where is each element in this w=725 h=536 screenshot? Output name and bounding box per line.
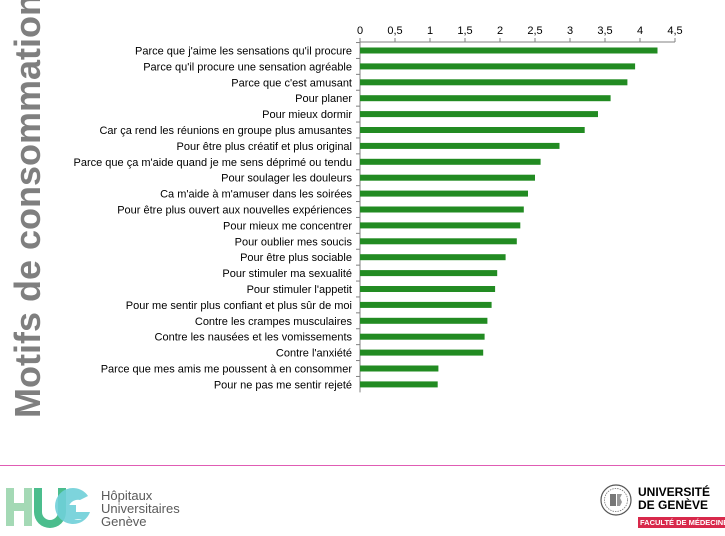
x-tick-label: 0 <box>357 25 363 37</box>
unige-seal-icon <box>600 484 632 516</box>
category-label: Pour mieux dormir <box>262 109 352 121</box>
chart-category-labels: Parce que j'aime les sensations qu'il pr… <box>74 46 353 392</box>
category-label: Pour planer <box>295 93 352 105</box>
bar <box>360 127 585 133</box>
bar <box>360 333 485 340</box>
bar <box>360 158 541 165</box>
category-label: Pour être plus sociable <box>240 252 352 264</box>
x-tick-label: 1 <box>427 25 433 37</box>
unige-faculty-badge: FACULTÉ DE MÉDECINE <box>638 517 725 528</box>
bar <box>360 254 506 261</box>
unige-name: UNIVERSITÉ DE GENÈVE FACULTÉ DE MÉDECINE <box>638 485 725 530</box>
bar <box>360 63 636 70</box>
bar <box>360 142 560 149</box>
bar <box>360 206 524 213</box>
category-label: Parce que mes amis me poussent à en cons… <box>101 364 353 376</box>
category-label: Pour être plus ouvert aux nouvelles expé… <box>117 205 352 217</box>
hug-line-2: Universitaires <box>101 501 180 516</box>
unige-line-2: DE GENÈVE <box>638 498 709 512</box>
category-label: Pour stimuler ma sexualité <box>222 268 352 280</box>
category-label: Pour soulager les douleurs <box>221 173 352 185</box>
footer-divider <box>0 465 725 466</box>
bar <box>360 349 484 356</box>
chart-bars <box>360 47 658 388</box>
category-label: Pour me sentir plus confiant et plus sûr… <box>126 300 352 312</box>
category-label: Contre les crampes musculaires <box>195 316 353 328</box>
hug-logo-mark <box>6 487 90 528</box>
bar <box>360 317 488 324</box>
hug-name: Hôpitaux Universitaires Genève <box>101 489 211 528</box>
bar <box>360 190 528 197</box>
bar <box>360 270 498 277</box>
category-label: Pour stimuler l'appetit <box>247 284 352 296</box>
category-label: Pour être plus créatif et plus original <box>177 141 352 153</box>
x-tick-label: 4 <box>637 25 643 37</box>
x-tick-label: 2,5 <box>527 25 542 37</box>
bar <box>360 365 439 372</box>
hug-line-1: Hôpitaux <box>101 488 153 503</box>
category-label: Parce qu'il procure une sensation agréab… <box>143 61 352 73</box>
x-tick-label: 1,5 <box>457 25 472 37</box>
category-label: Pour oublier mes soucis <box>235 236 353 248</box>
x-tick-label: 3 <box>567 25 573 37</box>
x-tick-label: 4,5 <box>667 25 682 37</box>
unige-line-1: UNIVERSITÉ <box>638 485 711 499</box>
bar <box>360 111 598 118</box>
bar-chart: 0 0,5 1 1,5 2 2,5 3 3,5 4 4,5 Parce que j'aime le… <box>74 25 683 393</box>
x-tick-label: 3,5 <box>597 25 612 37</box>
hug-line-3: Genève <box>101 514 147 529</box>
category-label: Contre l'anxiété <box>276 348 352 360</box>
bar <box>360 79 628 86</box>
bar <box>360 301 492 308</box>
category-label: Parce que j'aime les sensations qu'il pr… <box>135 46 352 58</box>
hug-letter-g <box>55 487 90 524</box>
bar <box>360 238 517 245</box>
bar <box>360 381 438 388</box>
category-label: Car ça rend les réunions en groupe plus … <box>99 125 352 137</box>
category-label: Parce que c'est amusant <box>231 77 352 89</box>
category-label: Pour ne pas me sentir rejeté <box>214 379 352 391</box>
category-label: Pour mieux me concentrer <box>223 220 352 232</box>
category-label: Contre les nausées et les vomissements <box>155 332 353 344</box>
x-tick-label: 0,5 <box>387 25 402 37</box>
category-label: Ca m'aide à m'amuser dans les soirées <box>160 189 352 201</box>
bar <box>360 286 496 292</box>
bar <box>360 174 535 181</box>
bar <box>360 222 521 229</box>
bar <box>360 47 658 54</box>
x-tick-label: 2 <box>497 25 503 37</box>
hug-letter-h <box>6 488 32 526</box>
bar <box>360 95 611 102</box>
category-label: Parce que ça m'aide quand je me sens dép… <box>74 157 353 169</box>
